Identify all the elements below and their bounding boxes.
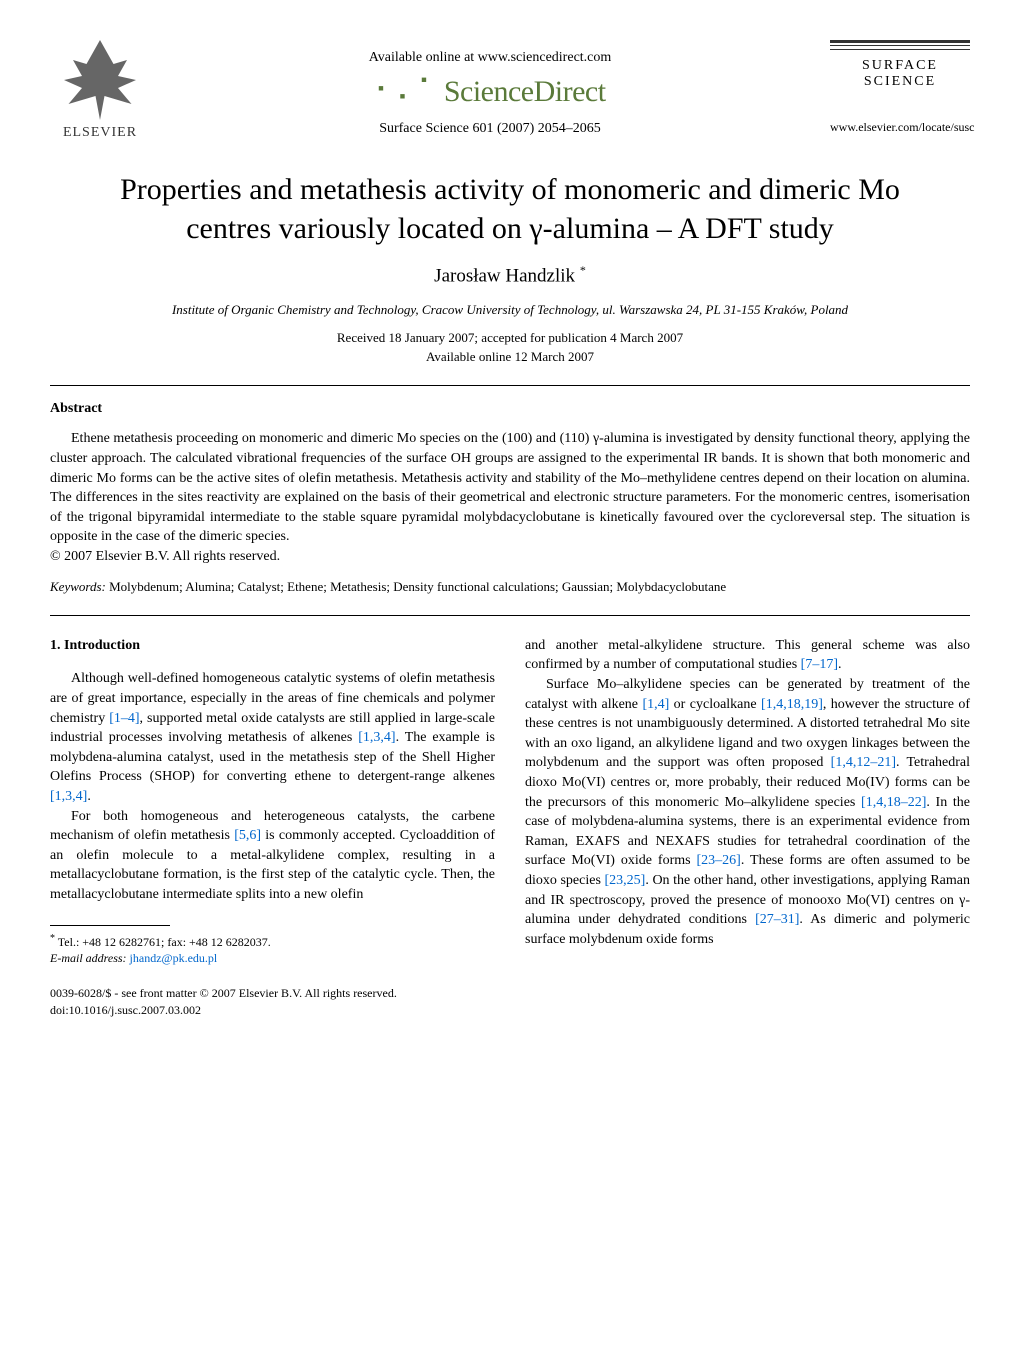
- right-column: and another metal-alkylidene structure. …: [525, 636, 970, 967]
- journal-name: SURFACE SCIENCE: [830, 58, 970, 90]
- abstract-copyright: © 2007 Elsevier B.V. All rights reserved…: [50, 549, 970, 565]
- ref-link[interactable]: [5,6]: [234, 828, 261, 843]
- center-header: Available online at www.sciencedirect.co…: [150, 40, 830, 137]
- elsevier-label: ELSEVIER: [63, 125, 137, 141]
- journal-url: www.elsevier.com/locate/susc: [830, 120, 970, 135]
- keywords-text: Molybdenum; Alumina; Catalyst; Ethene; M…: [106, 579, 726, 594]
- footnote-divider: [50, 925, 170, 926]
- col2-para2: Surface Mo–alkylidene species can be gen…: [525, 675, 970, 949]
- header-row: ELSEVIER Available online at www.science…: [50, 40, 970, 150]
- journal-reference: Surface Science 601 (2007) 2054–2065: [150, 121, 830, 137]
- abstract-heading: Abstract: [50, 401, 970, 417]
- sciencedirect-logo: ⠂⠄⠁ScienceDirect: [150, 74, 830, 109]
- col2-para1: and another metal-alkylidene structure. …: [525, 636, 970, 675]
- ref-link[interactable]: [1,3,4]: [358, 730, 395, 745]
- col1-para2: For both homogeneous and heterogeneous c…: [50, 807, 495, 905]
- footnote-email: E-mail address: jhandz@pk.edu.pl: [50, 950, 495, 967]
- email-label: E-mail address:: [50, 951, 127, 965]
- ref-link[interactable]: [1,4,12–21]: [831, 755, 896, 770]
- footnote-marker: *: [50, 933, 55, 944]
- affiliation: Institute of Organic Chemistry and Techn…: [50, 302, 970, 318]
- ref-link[interactable]: [27–31]: [755, 912, 799, 927]
- keywords-label: Keywords:: [50, 579, 106, 594]
- received-date: Received 18 January 2007; accepted for p…: [50, 330, 970, 346]
- article-title: Properties and metathesis activity of mo…: [80, 170, 940, 248]
- ref-link[interactable]: [1,4,18,19]: [761, 697, 823, 712]
- ref-link[interactable]: [7–17]: [801, 657, 838, 672]
- divider-bottom: [50, 615, 970, 616]
- ref-link[interactable]: [1,3,4]: [50, 789, 87, 804]
- doi-line: doi:10.1016/j.susc.2007.03.002: [50, 1002, 970, 1019]
- sciencedirect-text: ScienceDirect: [444, 75, 606, 108]
- online-date: Available online 12 March 2007: [50, 349, 970, 365]
- journal-decorative-lines: [830, 40, 970, 50]
- col1-para1: Although well-defined homogeneous cataly…: [50, 669, 495, 806]
- issn-line: 0039-6028/$ - see front matter © 2007 El…: [50, 985, 970, 1002]
- ref-link[interactable]: [1–4]: [109, 711, 139, 726]
- sd-dots-icon: ⠂⠄⠁: [374, 74, 438, 109]
- ref-link[interactable]: [23–26]: [697, 853, 741, 868]
- footnote-contact: * Tel.: +48 12 6282761; fax: +48 12 6282…: [50, 932, 495, 951]
- body-columns: 1. Introduction Although well-defined ho…: [50, 636, 970, 967]
- ref-link[interactable]: [1,4]: [642, 697, 669, 712]
- email-link[interactable]: jhandz@pk.edu.pl: [130, 951, 218, 965]
- journal-box: SURFACE SCIENCE www.elsevier.com/locate/…: [830, 40, 970, 135]
- abstract-text: Ethene metathesis proceeding on monomeri…: [50, 429, 970, 547]
- author-marker: *: [580, 263, 586, 277]
- ref-link[interactable]: [23,25]: [605, 873, 646, 888]
- ref-link[interactable]: [1,4,18–22]: [861, 795, 926, 810]
- divider-top: [50, 385, 970, 386]
- bottom-info: 0039-6028/$ - see front matter © 2007 El…: [50, 985, 970, 1019]
- keywords: Keywords: Molybdenum; Alumina; Catalyst;…: [50, 579, 970, 595]
- elsevier-logo: ELSEVIER: [50, 40, 150, 150]
- left-column: 1. Introduction Although well-defined ho…: [50, 636, 495, 967]
- elsevier-tree-icon: [55, 40, 145, 120]
- author-name: Jarosław Handzlik *: [50, 263, 970, 287]
- available-online-text: Available online at www.sciencedirect.co…: [150, 50, 830, 66]
- author-text: Jarosław Handzlik: [434, 265, 575, 286]
- section-1-heading: 1. Introduction: [50, 636, 495, 656]
